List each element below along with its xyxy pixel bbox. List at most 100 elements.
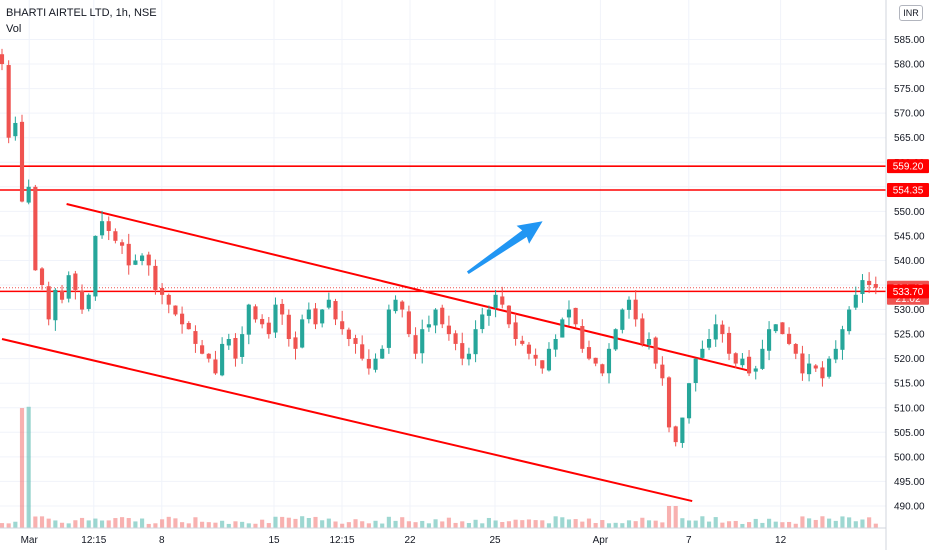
candle-body [39,268,45,285]
candlesticks[interactable] [0,48,878,448]
volume-bar [26,406,31,528]
time-tick-label: 7 [686,535,692,546]
time-axis[interactable]: Mar 12:15 8 15 12:15 22 25 Apr 7 12 [0,527,886,546]
candle-body [580,325,585,349]
candle-body [653,337,658,364]
candle-body [400,301,405,310]
volume-bar [366,523,371,528]
candle-body [720,324,725,335]
price-tag [887,284,929,299]
candle-body [126,243,131,266]
volume-bar [820,516,825,528]
time-tick-label: 15 [268,535,280,546]
candle-body [473,329,478,355]
volume-bar [353,519,358,528]
volume-bar [506,521,512,528]
candle-body [600,364,605,374]
volume-bar [720,522,725,528]
volume-bar [273,516,278,528]
candle-body [593,357,598,364]
candle-body [780,322,785,335]
candle-body [660,364,665,379]
volume-bar [560,517,565,528]
time-tick-label: 12:15 [81,535,106,546]
volume-bar [853,521,858,528]
symbol-legend: BHARTI AIRTEL LTD, 1h, NSE Vol [6,5,157,37]
candle-body [773,324,778,332]
currency-badge[interactable]: INR [899,5,923,21]
volume-bar [446,517,451,528]
volume-bar [746,522,752,528]
price-tick-label: 575.00 [894,84,925,95]
volume-bar [53,520,58,528]
volume-bar [113,518,118,528]
volume-bar [600,520,605,528]
candle-body [13,122,18,137]
candle-body [827,358,832,377]
volume-bar [260,519,265,528]
price-tick-label: 570.00 [894,109,925,120]
volume-bar [593,523,598,528]
time-tick-label: Apr [593,535,609,546]
candle-body [260,318,265,325]
candle-body [673,426,678,443]
volume-label: Vol [6,23,22,35]
volume-bar [373,520,378,528]
volume-bar [433,519,438,528]
candle-body [666,377,672,428]
volume-bar [393,520,398,528]
candle-body [173,305,178,315]
volume-bar [580,521,585,528]
volume-bar [193,517,198,528]
volume-bar [200,521,205,528]
candle-body [500,296,505,305]
time-tick-label: 8 [159,535,165,546]
volume-bar [733,520,738,528]
candle-body [106,221,111,231]
candle-body [753,368,758,372]
volume-bar [653,520,658,528]
volume-bar [486,517,491,528]
volume-bar [126,518,131,528]
volume-bar [73,520,78,528]
candle-body [59,290,65,300]
volume-bar [807,518,812,528]
volume-bar [413,522,418,528]
volume-bar [680,518,685,528]
volume-bar [867,517,872,528]
candle-body [533,354,538,359]
candle-body [540,360,545,369]
trend-arrow [466,221,543,274]
volume-bar [526,519,532,528]
price-tag-label: 559.20 [893,162,924,173]
volume-bar [93,518,98,528]
candle-body [333,301,338,320]
volume-bar [460,521,465,528]
candle-body [813,365,818,369]
volume-bar [79,517,85,528]
candle-body [180,313,185,325]
volume-bar [500,522,505,528]
candle-body [640,318,645,344]
candle-body [346,329,351,340]
candle-body [746,356,752,374]
candle-body [740,358,745,366]
candle-body [119,242,125,246]
volume-bar [246,523,251,528]
drawings[interactable] [0,165,886,503]
volume-bar [220,520,225,528]
price-axis[interactable]: 585.00580.00575.00570.00565.00560.00555.… [894,35,925,512]
candle-body [26,186,31,203]
candle-body [340,321,345,330]
volume-bar [293,518,298,528]
price-tick-label: 510.00 [894,403,925,414]
candle-body [686,383,692,419]
candle-body [326,299,331,308]
time-tick-label: 12:15 [329,535,354,546]
candle-body [553,339,558,350]
volume-bar [753,518,758,528]
candle-body [353,338,358,344]
volume-bar [566,519,572,528]
